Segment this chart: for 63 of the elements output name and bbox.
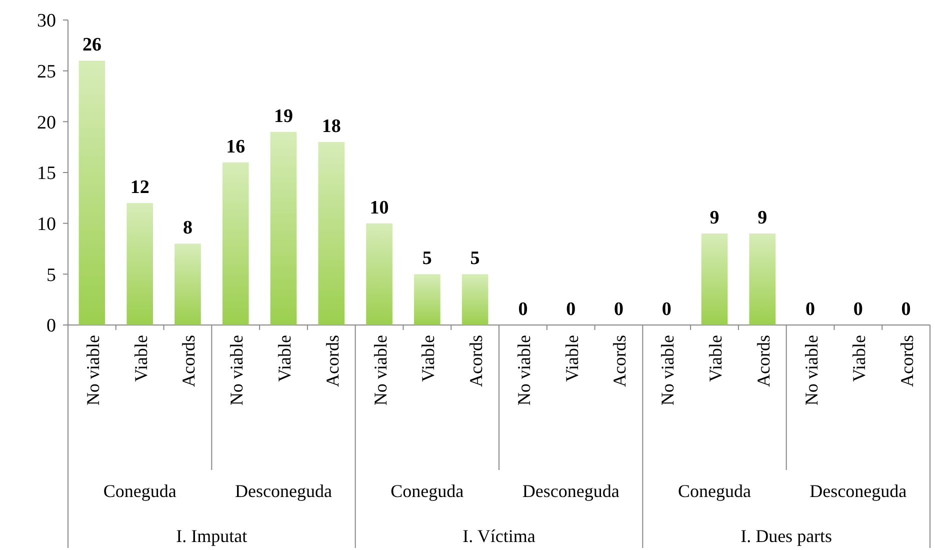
data-label: 0: [901, 299, 911, 320]
bar: [366, 223, 392, 325]
x-tick-label: Viable: [849, 334, 870, 382]
bar: [78, 60, 106, 325]
data-label: 0: [518, 299, 528, 320]
data-label: 8: [182, 218, 192, 239]
data-label: 0: [806, 299, 816, 320]
data-label: 16: [226, 136, 246, 158]
y-tick-label: 0: [46, 316, 56, 337]
x-tick-label: No viable: [658, 334, 678, 406]
bar: [462, 274, 488, 325]
bar: [701, 234, 728, 325]
bar: [318, 142, 345, 325]
y-tick-label: 25: [37, 61, 56, 82]
x-tick-label: Acords: [897, 335, 918, 387]
text: Coneguda: [390, 481, 464, 501]
y-tick-label: 15: [37, 163, 56, 184]
data-label: 5: [470, 248, 480, 270]
y-tick-label: 30: [37, 10, 56, 32]
data-label: 0: [614, 299, 624, 320]
x-tick-label: No viable: [82, 334, 103, 406]
x-tick-label: Acords: [466, 335, 486, 387]
x-tick-label: Acords: [178, 335, 199, 387]
data-label: 0: [853, 299, 863, 320]
y-tick-label: 20: [37, 112, 56, 134]
x-tick-label: Acords: [753, 335, 774, 387]
text: Desconeguda: [235, 481, 332, 501]
x-tick-label: No viable: [801, 334, 822, 406]
data-label: 10: [370, 197, 389, 218]
data-label: 0: [662, 299, 672, 320]
bar: [174, 244, 201, 325]
x-tick-label: No viable: [226, 334, 247, 406]
x-tick-label: Viable: [130, 334, 151, 382]
x-tick-label: Acords: [322, 335, 342, 387]
data-label: 26: [82, 34, 102, 56]
y-tick-label: 5: [46, 264, 56, 286]
text: I. Imputat: [176, 526, 248, 546]
data-label: 9: [710, 208, 720, 228]
data-label: 18: [322, 116, 341, 137]
x-tick-label: Viable: [706, 334, 726, 382]
x-tick-label: Viable: [274, 334, 294, 382]
x-tick-label: Viable: [418, 334, 438, 382]
x-tick-label: Viable: [562, 334, 582, 382]
bar: [222, 162, 249, 325]
text: Desconeguda: [810, 481, 907, 501]
x-tick-label: No viable: [370, 334, 390, 406]
text: Desconeguda: [522, 481, 620, 501]
bar: [270, 132, 297, 325]
text: Coneguda: [103, 481, 176, 501]
bar: [749, 234, 776, 325]
text: I. Dues parts: [740, 526, 832, 546]
y-tick-label: 10: [37, 214, 56, 235]
text: I. Víctima: [462, 526, 536, 546]
data-label: 9: [758, 208, 768, 228]
bar: [414, 274, 440, 325]
x-tick-label: Acords: [610, 335, 630, 387]
data-label: 0: [566, 299, 576, 320]
text: Coneguda: [678, 481, 752, 501]
x-tick-label: No viable: [514, 334, 534, 406]
data-label: 19: [274, 106, 293, 127]
data-label: 12: [130, 177, 150, 198]
data-label: 5: [422, 248, 432, 270]
bar: [126, 203, 154, 325]
